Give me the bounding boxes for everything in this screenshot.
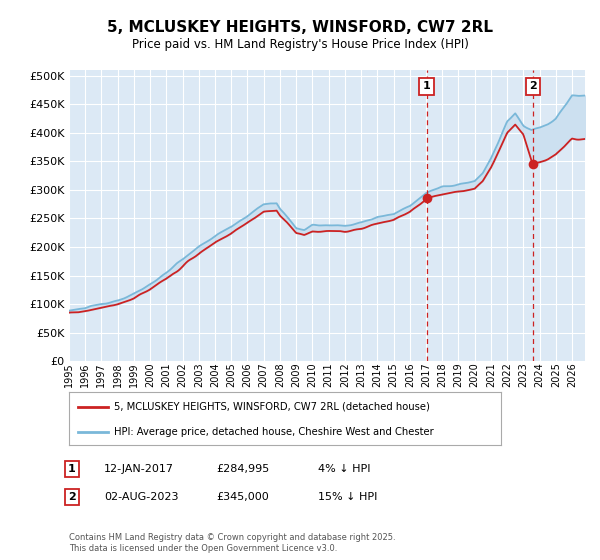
- Text: 1: 1: [423, 81, 431, 91]
- Text: Contains HM Land Registry data © Crown copyright and database right 2025.
This d: Contains HM Land Registry data © Crown c…: [69, 533, 395, 553]
- Text: 12-JAN-2017: 12-JAN-2017: [104, 464, 174, 474]
- Text: 1: 1: [68, 464, 76, 474]
- Text: 02-AUG-2023: 02-AUG-2023: [104, 492, 178, 502]
- Text: 4% ↓ HPI: 4% ↓ HPI: [318, 464, 371, 474]
- Text: 15% ↓ HPI: 15% ↓ HPI: [318, 492, 377, 502]
- Text: 5, MCLUSKEY HEIGHTS, WINSFORD, CW7 2RL: 5, MCLUSKEY HEIGHTS, WINSFORD, CW7 2RL: [107, 20, 493, 35]
- Text: 2: 2: [529, 81, 536, 91]
- Text: £284,995: £284,995: [216, 464, 269, 474]
- Text: Price paid vs. HM Land Registry's House Price Index (HPI): Price paid vs. HM Land Registry's House …: [131, 38, 469, 51]
- Text: 2: 2: [68, 492, 76, 502]
- Text: 5, MCLUSKEY HEIGHTS, WINSFORD, CW7 2RL (detached house): 5, MCLUSKEY HEIGHTS, WINSFORD, CW7 2RL (…: [115, 402, 430, 412]
- Text: HPI: Average price, detached house, Cheshire West and Chester: HPI: Average price, detached house, Ches…: [115, 427, 434, 437]
- Text: £345,000: £345,000: [216, 492, 269, 502]
